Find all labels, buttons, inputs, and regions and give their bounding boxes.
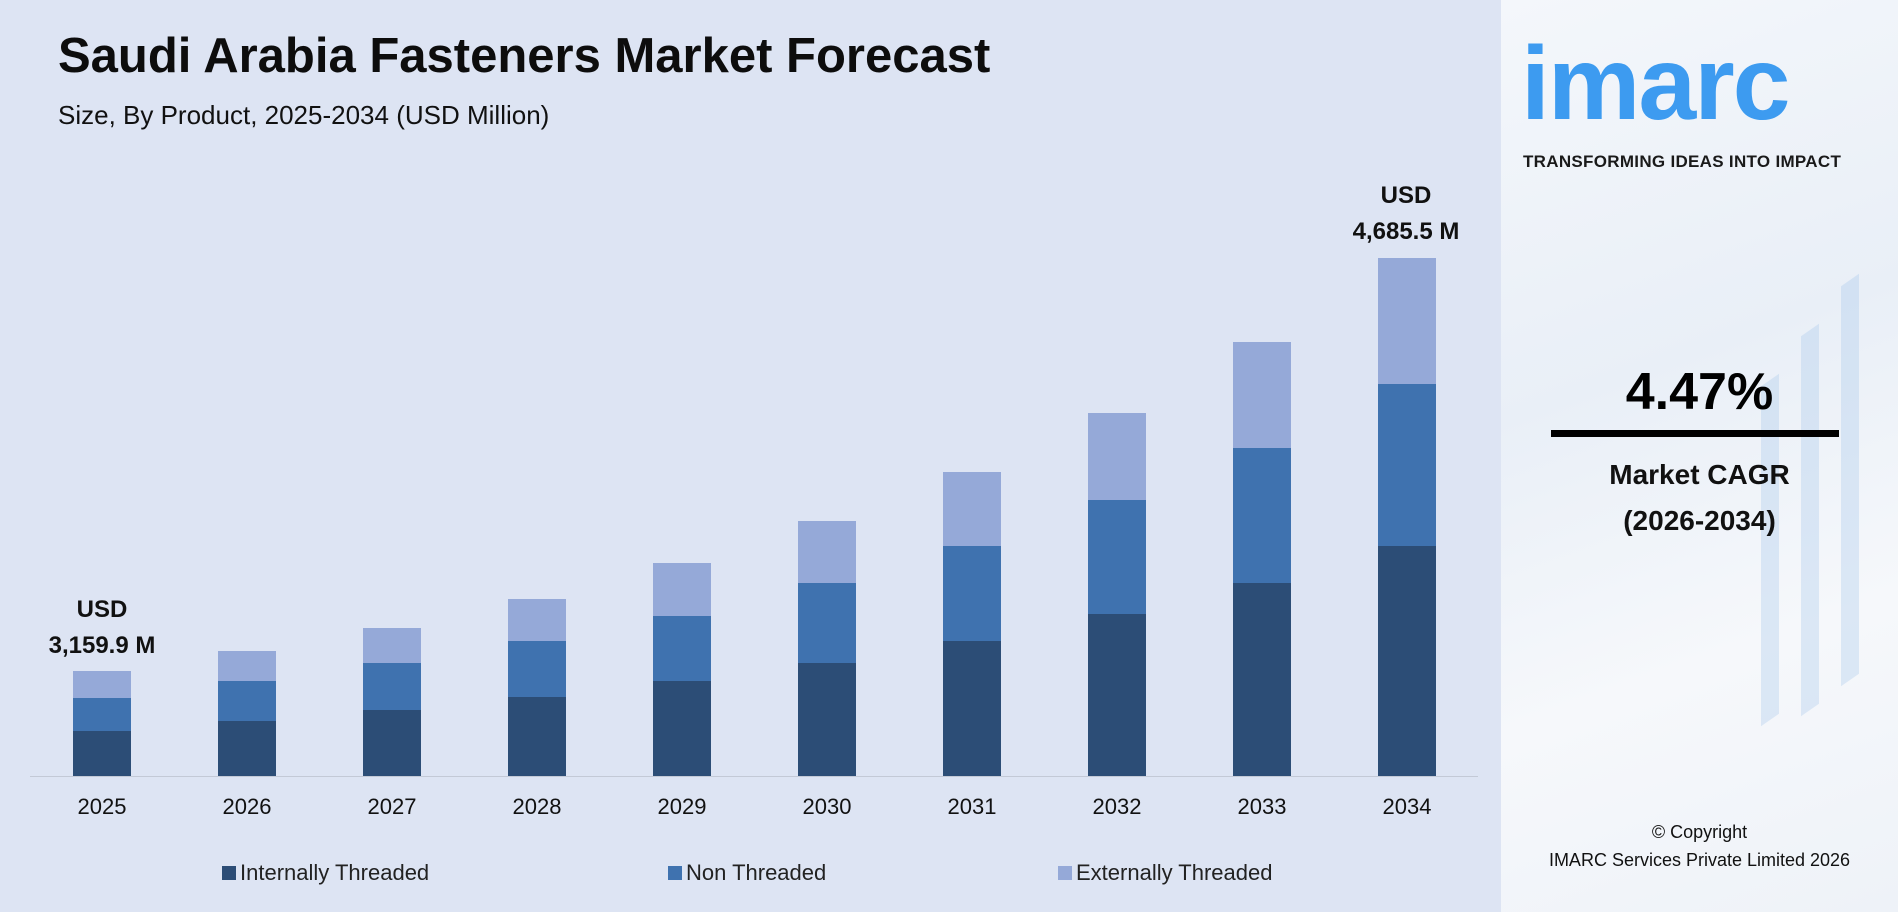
bar-segment-externally-threaded-2034 — [1378, 258, 1436, 385]
x-tick-label: 2026 — [222, 794, 272, 819]
background-decoration — [1761, 373, 1779, 727]
annotation-currency: USD — [76, 596, 128, 623]
bar-segment-non-threaded-2025 — [73, 698, 131, 731]
legend-item-non-threaded: Non Threaded — [668, 860, 826, 886]
x-tick-label: 2027 — [367, 794, 417, 819]
company-text: IMARC Services Private Limited 2026 — [1548, 850, 1851, 870]
x-tick-label: 2028 — [512, 794, 562, 819]
bar-segment-internally-threaded-2025 — [73, 730, 131, 776]
annotation-currency: USD — [1380, 182, 1432, 209]
cagr-label: Market CAGR — [1609, 459, 1790, 490]
copyright-text: © Copyright — [1651, 822, 1748, 842]
bar-segment-internally-threaded-2034 — [1378, 546, 1436, 776]
bar-segment-externally-threaded-2030 — [798, 520, 856, 583]
legend-item-internally-threaded: Internally Threaded — [222, 860, 429, 886]
bar-segment-non-threaded-2026 — [218, 681, 276, 722]
chart-panel: Saudi Arabia Fasteners Market Forecast S… — [0, 0, 1501, 912]
x-tick-label: 2029 — [657, 794, 707, 819]
legend-label: Externally Threaded — [1076, 860, 1273, 885]
legend-swatch — [222, 866, 236, 880]
bar-segment-non-threaded-2028 — [508, 641, 566, 697]
bar-segment-externally-threaded-2033 — [1233, 342, 1291, 448]
bar-segment-internally-threaded-2031 — [943, 641, 1001, 776]
bar-segment-internally-threaded-2029 — [653, 681, 711, 776]
bar-segment-non-threaded-2030 — [798, 582, 856, 663]
plot-area: 2025 2026 2027 2028 2029 2030 2031 2032 2033 2034 — [30, 258, 1478, 819]
annotation-value: 3,159.9 M — [48, 632, 156, 659]
bar-segment-internally-threaded-2028 — [508, 697, 566, 776]
bar-segment-internally-threaded-2033 — [1233, 582, 1291, 776]
x-tick-label: 2034 — [1382, 794, 1432, 819]
annotation-value: 4,685.5 M — [1352, 218, 1460, 245]
cagr-value: 4.47% — [1625, 363, 1774, 421]
legend-label: Non Threaded — [686, 860, 827, 885]
bar-segment-internally-threaded-2032 — [1088, 614, 1146, 776]
x-tick-label: 2031 — [947, 794, 997, 819]
bar-segment-non-threaded-2032 — [1088, 500, 1146, 615]
legend-label: Internally Threaded — [240, 860, 430, 885]
info-panel: imarc TRANSFORMING IDEAS INTO IMPACT 4.4… — [1501, 0, 1898, 912]
chart-subtitle: Size, By Product, 2025-2034 (USD Million… — [58, 100, 550, 130]
x-tick-label: 2033 — [1237, 794, 1287, 819]
x-tick-label: 2030 — [802, 794, 852, 819]
bar-segment-non-threaded-2034 — [1378, 384, 1436, 547]
legend-swatch — [668, 866, 682, 880]
legend-item-externally-threaded: Externally Threaded — [1058, 860, 1273, 886]
bar-segment-internally-threaded-2027 — [363, 710, 421, 776]
bar-segment-non-threaded-2029 — [653, 615, 711, 682]
bar-segment-externally-threaded-2026 — [218, 650, 276, 682]
bar-segment-internally-threaded-2026 — [218, 721, 276, 776]
bar-segment-externally-threaded-2027 — [363, 627, 421, 664]
chart-title: Saudi Arabia Fasteners Market Forecast — [58, 29, 991, 83]
imarc-logo: imarc — [1521, 26, 1791, 142]
x-tick-label: 2032 — [1092, 794, 1142, 819]
bar-segment-externally-threaded-2031 — [943, 472, 1001, 547]
bar-segment-externally-threaded-2029 — [653, 563, 711, 616]
bar-segment-non-threaded-2033 — [1233, 447, 1291, 583]
x-tick-label: 2025 — [77, 794, 127, 819]
bar-segment-externally-threaded-2032 — [1088, 412, 1146, 501]
x-axis-line — [30, 776, 1478, 777]
bar-segment-non-threaded-2031 — [943, 546, 1001, 642]
bar-segment-non-threaded-2027 — [363, 663, 421, 711]
legend-swatch — [1058, 866, 1072, 880]
bar-segment-externally-threaded-2025 — [73, 671, 131, 698]
brand-tagline: TRANSFORMING IDEAS INTO IMPACT — [1523, 152, 1842, 171]
first-value-annotation: USD 3,159.9 M — [2, 592, 202, 664]
bar-segment-internally-threaded-2030 — [798, 663, 856, 776]
last-value-annotation: USD 4,685.5 M — [1306, 178, 1506, 250]
cagr-period: (2026-2034) — [1623, 505, 1776, 536]
cagr-divider — [1551, 430, 1839, 437]
bar-segment-externally-threaded-2028 — [508, 598, 566, 642]
